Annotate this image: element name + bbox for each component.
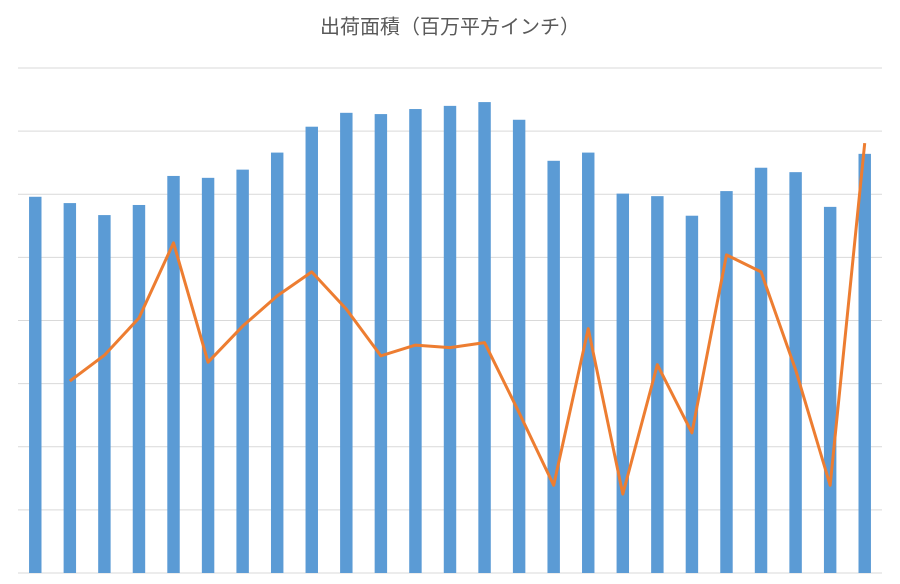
bar (823, 206, 837, 573)
bar (720, 191, 733, 573)
bar (201, 177, 215, 573)
bar (374, 114, 388, 574)
bar (754, 167, 768, 574)
bar (340, 112, 353, 573)
bar (478, 102, 491, 574)
bar (270, 152, 284, 573)
bar (858, 153, 871, 573)
bar (651, 196, 664, 574)
bar (98, 215, 111, 574)
bar (167, 175, 180, 573)
bar (409, 109, 422, 573)
bar (63, 203, 77, 573)
bar (616, 193, 630, 573)
chart-title: 出荷面積（百万平方インチ） (320, 15, 580, 39)
bar (29, 196, 42, 573)
bar (305, 126, 318, 574)
bar (236, 169, 249, 573)
bar (132, 204, 146, 573)
bar (582, 152, 595, 573)
line (68, 142, 867, 496)
bar (685, 215, 699, 573)
bar (547, 160, 560, 573)
bar (512, 119, 526, 573)
bar (443, 105, 457, 573)
